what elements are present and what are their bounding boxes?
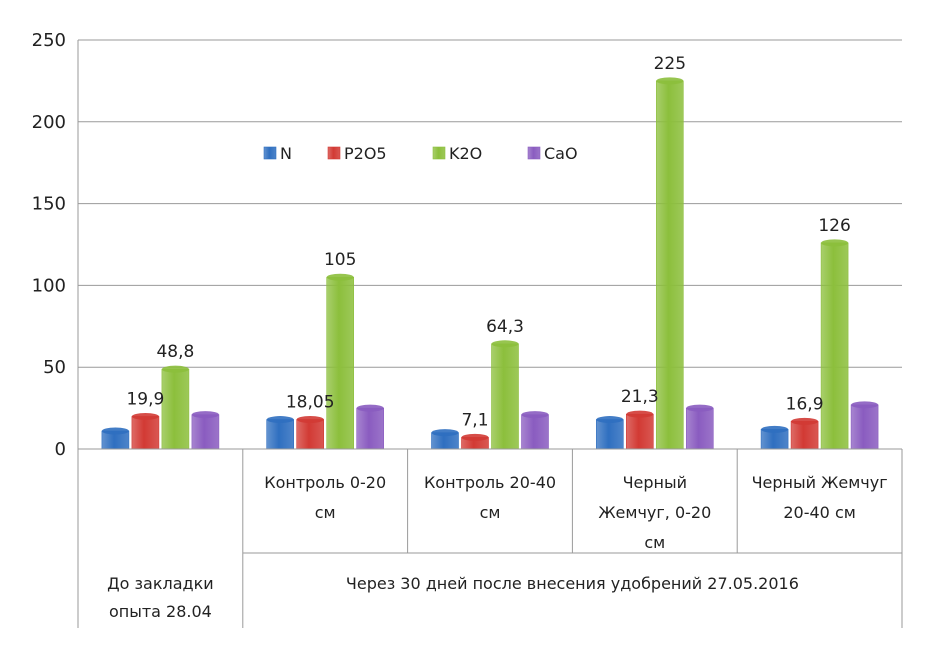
category-label: Жемчуг, 0-20 [598,503,711,522]
bar-top [626,410,654,418]
bar-cao [356,407,385,450]
bar-cao [685,407,714,450]
y-tick-label: 100 [32,275,66,296]
bar-top [266,416,294,424]
data-label: 126 [818,216,850,236]
category-label: Контроль 0-20 [264,473,386,492]
bar-top [821,239,849,247]
data-label: 19,9 [126,389,164,409]
legend-label: CaO [544,144,578,163]
bar-top [686,404,714,412]
category-label: Черный Жемчуг [752,473,888,492]
legend-label: P2O5 [344,144,387,163]
bar-cao [521,414,549,450]
bar-n [266,419,295,450]
bar-top [431,429,459,437]
bar-p2o5 [790,421,819,450]
bar-k2o [655,80,684,450]
data-label: 16,9 [786,394,824,414]
bar-p2o5 [625,413,654,450]
category-label: см [315,503,336,522]
bar-top [161,365,189,373]
bar-top [461,433,489,441]
bar-top [761,425,789,433]
data-label: 21,3 [621,387,659,407]
bar-top [596,416,624,424]
data-label: 7,1 [461,410,488,430]
bar-n [595,419,624,450]
bar-top [101,427,129,435]
bar-top [296,415,324,423]
bars [101,77,879,450]
legend-swatch [432,146,446,160]
y-tick-label: 50 [43,357,66,378]
category-label: Черный [623,473,687,492]
bar-top [191,411,219,419]
group-label: Через 30 дней после внесения удобрений 2… [346,574,799,593]
legend-swatch [263,146,277,160]
bar-top [326,273,354,281]
data-label: 64,3 [486,317,524,337]
y-axis: 0 50 100 150 200 250 [32,30,79,460]
bar-p2o5 [296,419,325,450]
legend-label: N [280,144,292,163]
y-tick-label: 0 [55,439,66,460]
bar-k2o [161,368,190,450]
bar-top [656,77,684,85]
legend: N P2O5 K2O CaO [263,144,578,163]
bar-cao [850,404,879,450]
bar-top [851,401,879,409]
bar-k2o [820,242,849,450]
bar-k2o [326,276,355,450]
category-label: см [644,533,665,552]
data-label: 105 [324,250,356,270]
data-label: 48,8 [156,342,194,362]
bar-top [521,411,549,419]
y-tick-label: 200 [32,112,66,133]
bar-cao [191,414,220,450]
y-tick-label: 150 [32,194,66,215]
legend-swatch [527,146,541,160]
bar-top [491,340,519,348]
bar-top [131,412,159,420]
group-label: До закладки [107,574,214,593]
bar-k2o [491,343,519,450]
bar-top [791,417,819,425]
x-axis: Контроль 0-20 см Контроль 20-40 см Черный Жем… [77,448,903,628]
gridlines [78,39,902,450]
category-label: 20-40 см [783,503,855,522]
data-label: 18,05 [286,392,335,412]
y-tick-label: 250 [32,30,66,51]
legend-label: K2O [449,144,482,163]
bar-top [356,404,384,412]
data-labels: 19,9 18,05 7,1 21,3 16,9 48,8 105 64,3 225 126 [126,54,850,430]
category-label: см [480,503,501,522]
bar-p2o5 [131,416,160,450]
group-label: опыта 28.04 [109,602,212,621]
legend-swatch [327,146,341,160]
category-label: Контроль 20-40 [424,473,556,492]
data-label: 225 [654,54,686,74]
